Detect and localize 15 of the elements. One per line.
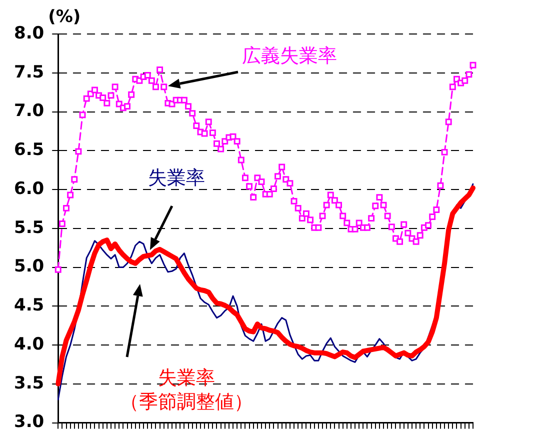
y-tick-label: 7.0 (14, 101, 44, 122)
y-tick-label: 5.0 (14, 256, 44, 277)
y-axis-title: (%) (48, 6, 81, 27)
y-tick-label: 6.0 (14, 178, 44, 199)
text: 広義失業率 (242, 44, 337, 68)
y-tick-label: 3.0 (14, 412, 44, 432)
y-tick-label: 5.5 (14, 218, 44, 238)
series-label: 失業率（季節調整値） (120, 366, 253, 414)
y-tick-label: 3.5 (14, 373, 44, 394)
y-tick-label: 4.5 (14, 296, 44, 316)
y-tick-label: 8.0 (14, 23, 44, 44)
text: 失業率 (148, 166, 205, 190)
y-tick-label: 4.0 (14, 334, 44, 354)
y-tick-label: 7.5 (14, 62, 44, 82)
y-tick-label: 6.5 (14, 140, 44, 160)
